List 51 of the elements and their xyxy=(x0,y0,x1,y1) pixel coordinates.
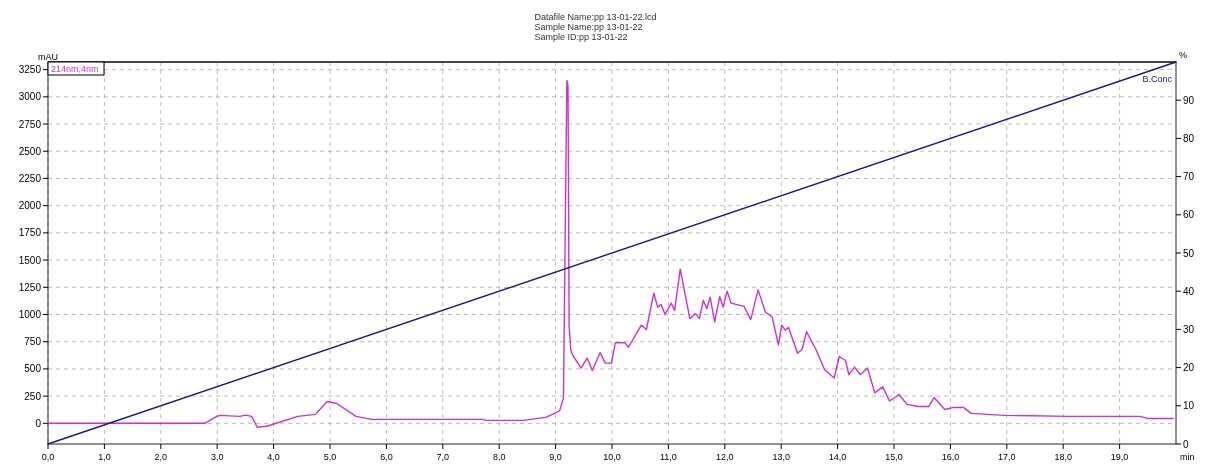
x-tick-label: 13,0 xyxy=(772,452,790,462)
y2-tick-label: 40 xyxy=(1183,285,1195,297)
x-tick-label: 0,0 xyxy=(41,452,55,462)
y2-tick-label: 80 xyxy=(1183,132,1195,144)
x-tick-label: 17,0 xyxy=(998,452,1016,462)
x-tick-label: 15,0 xyxy=(885,452,903,462)
y2-tick-label: 70 xyxy=(1183,171,1195,183)
y-tick-label: 1750 xyxy=(18,227,42,239)
series-label: B.Conc xyxy=(1142,74,1173,84)
x-tick-label: 6,0 xyxy=(380,452,393,462)
x-tick-label: 5,0 xyxy=(323,452,337,462)
x-tick-label: 1,0 xyxy=(98,452,111,462)
x-tick-label: 18,0 xyxy=(1054,452,1072,462)
y-tick-label: 3250 xyxy=(18,64,42,76)
y-tick-label: 2000 xyxy=(18,200,42,212)
y-tick-label: 3000 xyxy=(18,91,42,103)
x-tick-label: 8,0 xyxy=(492,452,506,462)
y-tick-label: 2750 xyxy=(18,118,42,130)
x-tick-label: 4,0 xyxy=(267,452,280,462)
x-tick-label: 9,0 xyxy=(549,452,562,462)
y2-tick-label: 50 xyxy=(1183,247,1195,259)
x-tick-label: 10,0 xyxy=(603,452,621,462)
x-tick-label: 7,0 xyxy=(436,452,450,462)
x-axis-title: min xyxy=(1180,452,1195,462)
y-tick-label: 1250 xyxy=(18,281,42,293)
y2-tick-label: 90 xyxy=(1183,94,1195,106)
y-tick-label: 2500 xyxy=(18,145,42,157)
y-tick-label: 750 xyxy=(24,336,42,348)
text: 214nm,4nm xyxy=(51,64,99,74)
x-tick-label: 11,0 xyxy=(659,452,677,462)
y2-tick-label: 30 xyxy=(1183,323,1195,335)
y-tick-label: 250 xyxy=(24,390,42,402)
chart-subtitle: Sample Name:pp 13-01-22 Sample ID:pp 13-01-22 xyxy=(534,22,643,42)
x-tick-label: 16,0 xyxy=(941,452,960,462)
x-tick-label: 19,0 xyxy=(1110,452,1129,462)
x-tick-label: 12,0 xyxy=(716,452,734,462)
y-tick-label: 1500 xyxy=(18,254,42,266)
y-tick-label: 0 xyxy=(35,417,42,429)
y2-tick-label: 10 xyxy=(1183,400,1195,412)
y-tick-label: 2250 xyxy=(18,172,42,184)
y2-tick-label: 20 xyxy=(1183,362,1195,374)
chart-title: Datafile Name:pp 13-01-22.lcd xyxy=(534,12,657,22)
y2-tick-label: 0 xyxy=(1183,438,1189,450)
y2-axis-title: % xyxy=(1179,50,1188,60)
y-tick-label: 1000 xyxy=(18,308,42,320)
x-tick-label: 3,0 xyxy=(210,452,224,462)
y2-tick-label: 60 xyxy=(1183,209,1195,221)
y-axis-title: mAU xyxy=(38,52,58,62)
y-tick-label: 500 xyxy=(24,363,42,375)
x-tick-label: 14,0 xyxy=(828,452,847,462)
x-tick-label: 2,0 xyxy=(154,452,168,462)
